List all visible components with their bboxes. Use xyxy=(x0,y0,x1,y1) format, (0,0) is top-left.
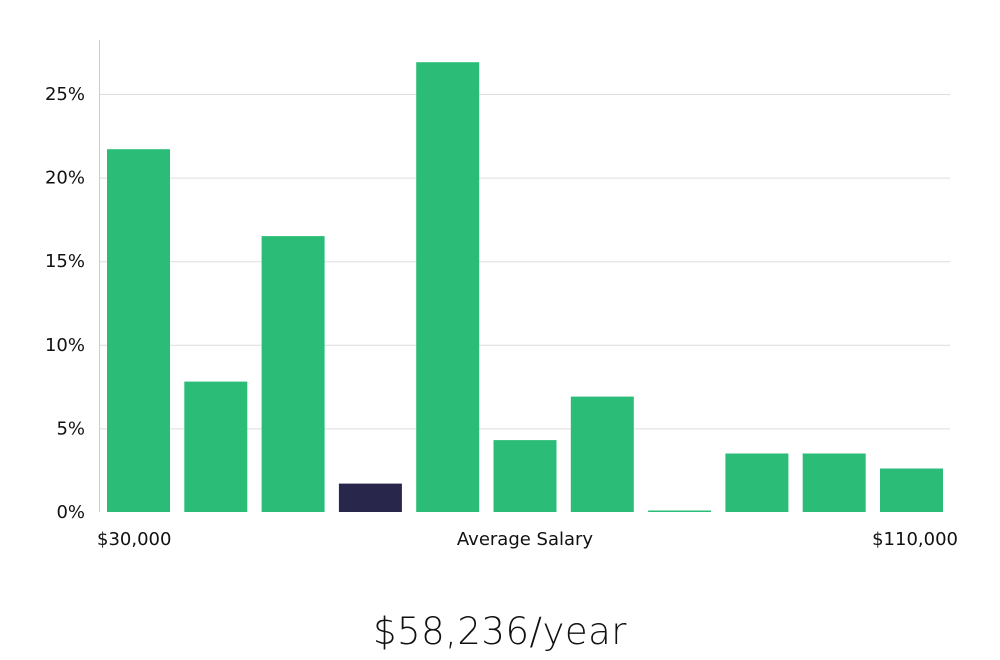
y-tick-label: 0% xyxy=(56,502,85,523)
y-tick-label: 25% xyxy=(45,84,85,105)
bar xyxy=(493,440,557,512)
bar xyxy=(880,468,943,512)
grid-lines xyxy=(100,94,950,430)
bar xyxy=(107,149,170,512)
y-tick-labels: 0% 5% 10% 15% 20% 25% xyxy=(45,84,85,523)
bar xyxy=(648,510,712,512)
y-tick-label: 5% xyxy=(56,418,85,439)
bar xyxy=(261,236,325,512)
bar-highlighted xyxy=(338,483,402,512)
x-axis-title: Average Salary xyxy=(456,529,594,550)
bar xyxy=(184,381,248,512)
bar xyxy=(725,453,789,512)
bars xyxy=(107,62,943,512)
bar xyxy=(570,396,634,512)
y-tick-label: 15% xyxy=(45,251,85,272)
bar xyxy=(802,453,866,512)
y-tick-label: 10% xyxy=(45,335,85,356)
y-tick-label: 20% xyxy=(45,168,85,189)
bar xyxy=(416,62,480,512)
x-max-label: $110,000 xyxy=(872,529,958,550)
average-salary-value: $58,236/year xyxy=(372,610,627,653)
x-min-label: $30,000 xyxy=(97,529,172,550)
